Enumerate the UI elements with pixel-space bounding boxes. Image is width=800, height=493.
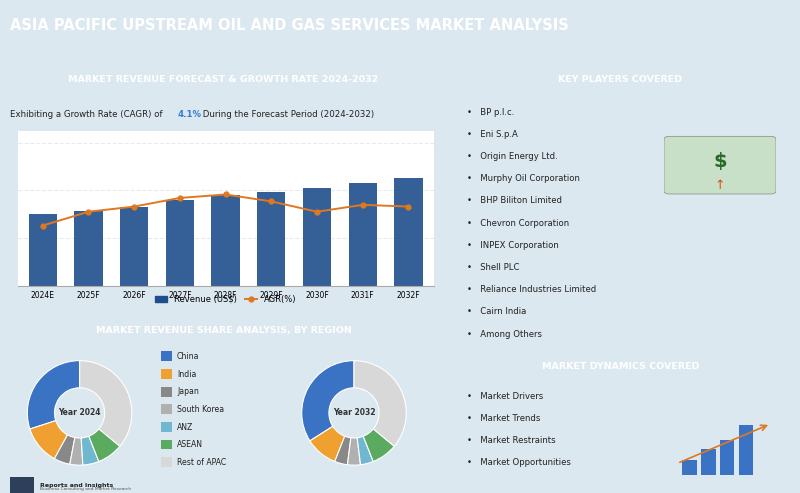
Text: •   Market Trends: • Market Trends <box>467 414 541 423</box>
Text: ASEAN: ASEAN <box>177 440 203 450</box>
Bar <box>161 352 172 361</box>
Bar <box>682 460 697 475</box>
Text: MARKET DYNAMICS COVERED: MARKET DYNAMICS COVERED <box>542 362 699 371</box>
Bar <box>29 214 57 286</box>
Text: $: $ <box>713 152 727 172</box>
Bar <box>74 211 102 286</box>
Text: •   Origin Energy Ltd.: • Origin Energy Ltd. <box>467 152 558 161</box>
Text: Exhibiting a Growth Rate (CAGR) of: Exhibiting a Growth Rate (CAGR) of <box>10 110 165 119</box>
Bar <box>120 207 148 286</box>
Bar <box>161 458 172 467</box>
Text: India: India <box>177 370 197 379</box>
Text: Year 2032: Year 2032 <box>333 408 375 418</box>
Text: MARKET REVENUE FORECAST & GROWTH RATE 2024-2032: MARKET REVENUE FORECAST & GROWTH RATE 20… <box>69 75 378 84</box>
Wedge shape <box>89 429 120 461</box>
Text: •   Market Opportunities: • Market Opportunities <box>467 458 571 467</box>
Wedge shape <box>80 361 132 446</box>
Text: •   Chevron Corporation: • Chevron Corporation <box>467 218 570 228</box>
Text: Business Consulting and Market Research: Business Consulting and Market Research <box>39 487 130 491</box>
Text: South Korea: South Korea <box>177 405 224 414</box>
Text: •   INPEX Corporation: • INPEX Corporation <box>467 241 559 250</box>
Bar <box>303 188 331 286</box>
Wedge shape <box>347 438 361 465</box>
Bar <box>10 477 34 493</box>
Wedge shape <box>302 361 354 441</box>
Bar <box>257 192 286 286</box>
Text: Japan: Japan <box>177 387 199 396</box>
Text: •   Murphy Oil Corporation: • Murphy Oil Corporation <box>467 174 580 183</box>
Bar <box>394 178 422 286</box>
Wedge shape <box>70 437 83 465</box>
Wedge shape <box>334 436 351 465</box>
Text: 4.1%: 4.1% <box>178 110 202 119</box>
Text: ANZ: ANZ <box>177 423 194 432</box>
Text: •   Shell PLC: • Shell PLC <box>467 263 520 272</box>
Bar <box>161 404 172 414</box>
FancyBboxPatch shape <box>664 137 776 194</box>
Text: Reports and Insights: Reports and Insights <box>39 483 113 488</box>
Bar <box>349 183 377 286</box>
Wedge shape <box>354 360 406 446</box>
Bar <box>738 425 753 475</box>
Text: •   Eni S.p.A: • Eni S.p.A <box>467 130 518 139</box>
Wedge shape <box>310 426 345 461</box>
Text: MARKET REVENUE SHARE ANALYSIS, BY REGION: MARKET REVENUE SHARE ANALYSIS, BY REGION <box>96 326 351 335</box>
Text: Year 2024: Year 2024 <box>58 408 101 418</box>
Text: Rest of APAC: Rest of APAC <box>177 458 226 467</box>
Text: During the Forecast Period (2024-2032): During the Forecast Period (2024-2032) <box>200 110 374 119</box>
Bar <box>701 449 716 475</box>
Legend: Revenue (US$), AGR(%): Revenue (US$), AGR(%) <box>151 292 300 307</box>
Bar <box>161 440 172 450</box>
Wedge shape <box>27 361 79 429</box>
Text: •   Among Others: • Among Others <box>467 329 542 339</box>
Text: •   Market Restraints: • Market Restraints <box>467 436 556 445</box>
Bar <box>720 440 734 475</box>
Wedge shape <box>54 435 75 464</box>
Wedge shape <box>30 421 67 458</box>
Wedge shape <box>357 436 374 465</box>
Bar <box>161 369 172 379</box>
Text: KEY PLAYERS COVERED: KEY PLAYERS COVERED <box>558 75 682 84</box>
Bar <box>161 422 172 432</box>
Text: ASIA PACIFIC UPSTREAM OIL AND GAS SERVICES MARKET ANALYSIS: ASIA PACIFIC UPSTREAM OIL AND GAS SERVIC… <box>10 18 568 34</box>
Text: •   BHP Biliton Limited: • BHP Biliton Limited <box>467 196 562 206</box>
Text: •   BP p.l.c.: • BP p.l.c. <box>467 107 514 117</box>
Wedge shape <box>81 436 99 465</box>
Bar <box>166 200 194 286</box>
Text: China: China <box>177 352 199 361</box>
Text: •   Cairn India: • Cairn India <box>467 307 526 317</box>
Text: •   Reliance Industries Limited: • Reliance Industries Limited <box>467 285 597 294</box>
Text: ↑: ↑ <box>714 179 726 192</box>
Wedge shape <box>363 429 394 461</box>
Bar <box>161 387 172 396</box>
Bar <box>211 195 240 286</box>
Text: •   Market Drivers: • Market Drivers <box>467 391 543 401</box>
